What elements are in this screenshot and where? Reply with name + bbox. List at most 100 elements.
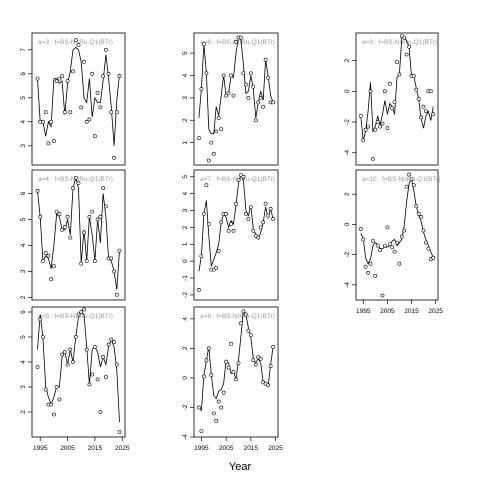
data-point	[409, 177, 414, 182]
data-point	[268, 206, 273, 211]
panel-title: a=9 : f=BS-NoRu-Q1(BTr)	[362, 39, 437, 46]
data-point	[68, 347, 73, 352]
y-tick-label: 0	[182, 259, 189, 263]
data-point	[268, 364, 273, 369]
y-tick-label: 2	[182, 225, 189, 229]
data-point	[243, 82, 248, 87]
data-point	[98, 410, 103, 414]
data-point	[226, 91, 231, 96]
data-point	[404, 52, 409, 57]
data-point	[114, 292, 119, 297]
data-point	[363, 264, 368, 269]
data-point	[204, 183, 209, 188]
data-point	[71, 69, 75, 74]
data-point	[68, 235, 73, 240]
data-point	[224, 359, 229, 364]
data-point	[361, 237, 366, 242]
data-point	[106, 71, 111, 76]
panel-frame	[31, 32, 126, 166]
data-point	[378, 248, 383, 253]
data-point	[93, 345, 97, 349]
data-point	[79, 310, 84, 314]
x-tick-label: 2025	[115, 445, 130, 452]
y-tick-label: 4	[182, 317, 189, 321]
data-point	[65, 214, 70, 219]
data-point	[104, 204, 108, 209]
data-point	[117, 430, 122, 434]
data-point	[60, 227, 65, 232]
data-point	[106, 342, 111, 347]
data-point	[370, 239, 375, 243]
data-point	[226, 228, 231, 233]
data-point	[206, 346, 211, 351]
panel-frame	[31, 306, 126, 438]
data-point	[84, 259, 89, 263]
y-tick-label: 4	[182, 191, 189, 195]
data-point	[57, 212, 62, 217]
data-point	[229, 341, 234, 346]
y-tick-label: 0	[344, 222, 351, 226]
data-point	[238, 35, 243, 40]
data-point	[241, 174, 246, 179]
data-point	[73, 175, 78, 180]
data-point	[112, 340, 117, 344]
data-point	[221, 73, 226, 78]
y-tick-label: 0	[344, 89, 351, 93]
data-point	[266, 383, 271, 388]
data-point	[206, 222, 211, 226]
x-tick-label: 1995	[194, 445, 209, 452]
y-tick-label: 2	[344, 58, 351, 62]
data-point	[79, 105, 84, 110]
x-tick-label: 2015	[244, 445, 259, 452]
data-point	[231, 228, 236, 233]
figure-xlabel: Year	[229, 461, 252, 473]
data-point	[62, 110, 67, 115]
data-point	[271, 344, 276, 349]
data-point	[87, 214, 92, 219]
data-point	[71, 360, 75, 364]
data-point	[229, 73, 234, 78]
x-tick-label: 2005	[219, 445, 234, 452]
data-point	[214, 265, 219, 270]
panel-title: a=3 : f=BS-NoRu-Q1(BTr)	[38, 39, 113, 46]
data-point	[421, 104, 426, 109]
data-point	[199, 87, 204, 91]
panel-title: a=8 : f=BS-NoRu-Q1(BTr)	[200, 313, 275, 320]
data-point	[93, 134, 97, 139]
data-point	[236, 361, 241, 366]
data-point	[49, 402, 54, 407]
data-point	[43, 387, 48, 392]
data-point	[112, 269, 117, 274]
data-point	[375, 243, 380, 248]
data-point	[204, 71, 209, 76]
data-point	[385, 126, 390, 131]
data-point	[224, 93, 229, 98]
data-point	[104, 375, 108, 379]
x-tick-label: 1995	[356, 308, 371, 315]
data-point	[216, 116, 221, 120]
data-point	[251, 84, 256, 89]
y-tick-label: 3	[20, 385, 27, 389]
data-point	[95, 217, 100, 222]
x-tick-label: 2015	[88, 445, 103, 452]
data-point	[256, 235, 261, 240]
data-point	[248, 205, 253, 210]
data-point	[241, 71, 246, 76]
data-point	[426, 246, 431, 251]
data-point	[380, 121, 385, 126]
y-tick-label: -2	[344, 251, 351, 257]
data-point	[219, 127, 224, 132]
x-tick-label: 2005	[380, 308, 395, 315]
data-point	[414, 87, 419, 92]
data-point	[209, 140, 214, 145]
data-point	[52, 139, 56, 143]
data-point	[390, 245, 395, 250]
data-point	[253, 362, 258, 367]
data-point	[263, 201, 268, 206]
panel-title: a=10 : f=BS-NoRu-Q1(BTr)	[362, 176, 441, 183]
y-tick-label: -4	[344, 282, 351, 288]
data-point	[399, 234, 404, 239]
data-point	[229, 222, 234, 226]
data-point	[411, 74, 416, 78]
data-point	[375, 120, 380, 124]
